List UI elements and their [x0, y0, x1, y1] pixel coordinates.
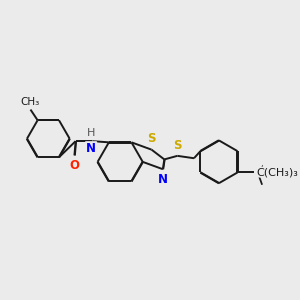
Text: N: N	[158, 173, 168, 187]
Text: S: S	[147, 132, 156, 146]
Text: CH₃: CH₃	[21, 97, 40, 107]
Text: N: N	[86, 142, 96, 155]
Text: S: S	[147, 132, 156, 146]
Text: C(CH₃)₃: C(CH₃)₃	[256, 167, 298, 177]
Text: H: H	[87, 128, 95, 138]
Text: O: O	[69, 159, 80, 172]
Text: S: S	[173, 139, 182, 152]
Text: N: N	[158, 173, 168, 187]
